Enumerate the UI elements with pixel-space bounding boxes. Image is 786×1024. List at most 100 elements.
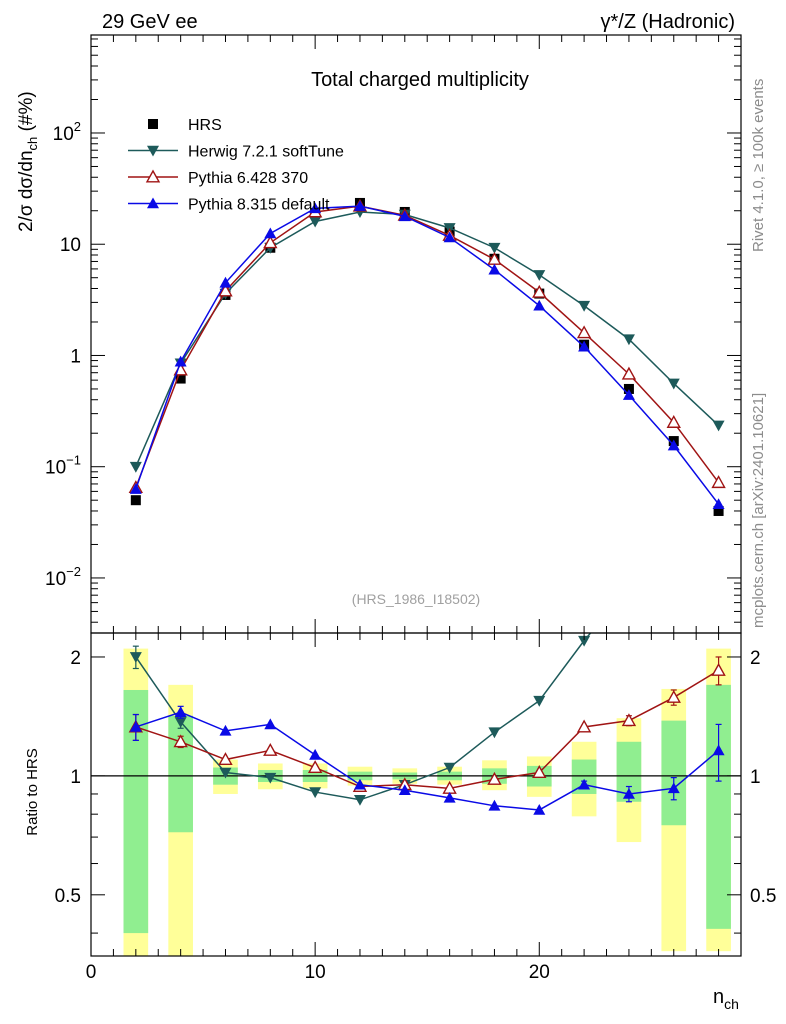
data-point xyxy=(398,210,411,222)
legend-entry: Herwig 7.2.1 softTune xyxy=(128,144,344,161)
data-point xyxy=(666,415,681,428)
data-point xyxy=(622,389,635,400)
main-y-tick-label-base: 10 xyxy=(60,235,81,256)
data-point xyxy=(578,340,591,352)
ratio-data-point xyxy=(488,727,501,739)
uncertainty-band-inner xyxy=(661,720,687,826)
ratio-data-point xyxy=(711,662,726,676)
legend-label: Herwig 7.2.1 softTune xyxy=(188,144,344,161)
ratio-data-point xyxy=(488,799,501,811)
ratio-data-point xyxy=(219,724,232,736)
ratio-series-herwig-7-2-1-softtune xyxy=(129,566,680,806)
ratio-series-line xyxy=(135,633,592,801)
legend-label: HRS xyxy=(188,117,222,134)
data-point xyxy=(129,461,142,473)
main-y-tick-label-exponent: −2 xyxy=(66,564,81,579)
ratio-data-point xyxy=(307,760,323,774)
ratio-y-tick-label-left: 1 xyxy=(70,767,81,788)
main-y-tick-label: 102 xyxy=(53,119,81,145)
ratio-y-tick-label-left: 0.5 xyxy=(55,886,81,907)
data-point xyxy=(443,231,456,243)
legend-marker xyxy=(147,197,159,209)
legend-label: Pythia 6.428 370 xyxy=(188,170,308,187)
data-point xyxy=(667,439,680,451)
data-point xyxy=(353,200,366,211)
ratio-data-point xyxy=(173,734,188,748)
ratio-data-point xyxy=(622,787,635,799)
data-point xyxy=(264,227,277,239)
data-point xyxy=(218,283,233,297)
ratio-data-point xyxy=(309,787,322,799)
ratio-data-point xyxy=(129,720,142,732)
ratio-data-point xyxy=(623,583,635,594)
x-tick-label: 20 xyxy=(529,962,550,983)
ratio-y-tick-label-right: 1 xyxy=(750,767,761,788)
data-point xyxy=(130,495,141,506)
main-title: Total charged multiplicity xyxy=(311,69,529,91)
series-hrs xyxy=(130,197,724,516)
data-point xyxy=(623,383,634,394)
rivet-label: Rivet 4.1.0, ≥ 100k events xyxy=(750,79,767,252)
legend-entry: Pythia 8.315 default xyxy=(128,197,330,214)
ratio-data-point xyxy=(398,784,411,795)
uncertainty-band-inner xyxy=(706,684,731,929)
data-point xyxy=(712,420,725,432)
ratio-data-point xyxy=(264,772,277,784)
ratio-data-point xyxy=(174,706,187,717)
ratio-data-point xyxy=(576,719,592,733)
ratio-y-label: Ratio to HRS xyxy=(24,748,41,836)
main-y-tick-label: 10−1 xyxy=(45,453,81,479)
legend-marker xyxy=(147,145,159,157)
main-y-tick-label-base: 10 xyxy=(45,458,66,479)
main-y-tick-label: 10 xyxy=(60,235,81,256)
main-y-tick-label: 10−2 xyxy=(45,564,81,590)
main-y-tick-label-exponent: 2 xyxy=(74,119,81,134)
ratio-data-point xyxy=(174,717,187,728)
ratio-data-point xyxy=(578,778,591,790)
main-y-label-main: 2/σ dσ/dn xyxy=(16,150,37,232)
ratio-data-point xyxy=(264,718,277,730)
ratio-data-point xyxy=(667,782,680,794)
series-line xyxy=(135,205,720,505)
data-point xyxy=(488,242,501,254)
data-point xyxy=(533,270,546,281)
ratio-data-point xyxy=(578,635,591,647)
legend-entry: Pythia 6.428 370 xyxy=(128,169,308,187)
ratio-data-point xyxy=(263,742,278,756)
legend-marker xyxy=(148,119,158,129)
main-y-tick-label-exponent: −1 xyxy=(66,453,81,468)
ratio-data-point xyxy=(533,803,546,815)
series-herwig-7-2-1-softtune xyxy=(129,207,725,473)
data-point xyxy=(578,300,591,312)
data-point xyxy=(622,334,635,346)
data-point xyxy=(263,235,278,249)
main-y-tick-label-base: 10 xyxy=(53,124,74,145)
data-point xyxy=(309,216,322,228)
main-y-tick-label: 1 xyxy=(70,346,81,367)
ratio-y-tick-label-right: 2 xyxy=(750,648,761,669)
x-tick-label: 10 xyxy=(305,962,326,983)
data-point xyxy=(129,483,142,494)
main-y-tick-label-base: 1 xyxy=(70,346,81,367)
ratio-data-point xyxy=(621,713,637,727)
ratio-data-point xyxy=(353,778,366,790)
series-line xyxy=(135,205,720,488)
ratio-data-point xyxy=(353,794,366,806)
data-point xyxy=(712,498,725,510)
ratio-data-point xyxy=(443,791,456,803)
data-point xyxy=(174,355,187,367)
data-point xyxy=(711,475,726,489)
x-axis-label: nch xyxy=(713,986,739,1012)
legend-entry: HRS xyxy=(148,117,222,134)
series-line xyxy=(135,211,720,468)
ratio-data-point xyxy=(668,566,680,577)
ratio-data-point xyxy=(532,765,547,778)
ratio-data-point xyxy=(533,695,546,707)
ratio-frame xyxy=(90,632,742,957)
x-axis-label-sub: ch xyxy=(724,996,739,1012)
ratio-data-point xyxy=(666,689,681,703)
data-point xyxy=(309,202,322,214)
main-y-label-sub: ch xyxy=(25,137,40,151)
main-y-label: 2/σ dσ/dnch (#%) xyxy=(16,91,40,232)
